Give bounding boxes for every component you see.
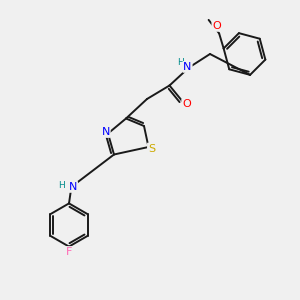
Text: N: N (101, 127, 110, 137)
Text: H: H (58, 181, 65, 190)
Text: O: O (182, 99, 191, 110)
Text: H: H (177, 58, 184, 67)
Text: N: N (183, 62, 192, 72)
Text: O: O (212, 21, 221, 31)
Text: F: F (66, 247, 72, 257)
Text: N: N (69, 182, 77, 192)
Text: S: S (148, 143, 155, 154)
